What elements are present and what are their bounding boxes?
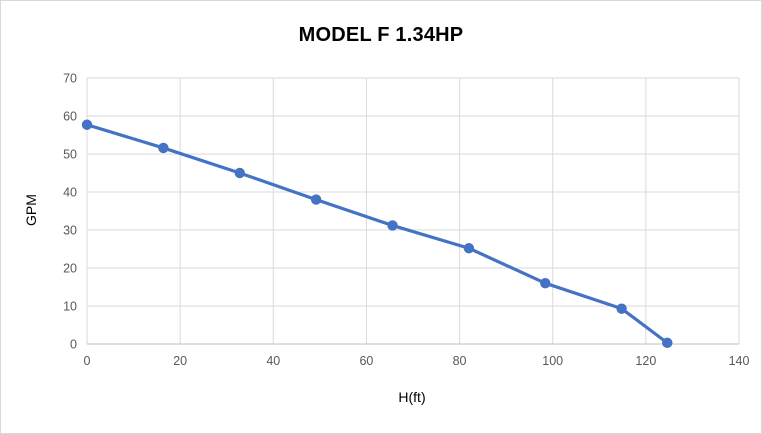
data-point-marker [463,243,475,254]
y-tick-label: 50 [63,148,77,162]
data-point-marker [234,167,245,179]
x-tick-label: 20 [173,354,187,368]
x-tick-label: 0 [84,354,91,368]
gridlines-layer [87,77,740,344]
data-point-marker [540,278,551,289]
x-tick-label: 120 [635,354,656,368]
y-tick-label: 20 [63,262,77,276]
y-tick-label: 10 [63,300,77,314]
axes-layer [86,78,739,345]
series-line [85,123,669,345]
data-point-marker [310,194,322,205]
data-point-marker [81,119,93,130]
x-tick-label: 100 [542,354,563,368]
data-series-layer [81,119,673,349]
y-tick-label: 60 [63,110,77,124]
y-tick-label: 30 [63,224,77,238]
tick-labels-layer: 0 20 40 60 80 100 120 140 0 10 20 30 40 50 60 70 [63,72,749,369]
x-tick-label: 40 [266,354,280,368]
x-axis-title: H(ft) [398,389,425,405]
y-axis-title: GPM [23,194,39,226]
x-tick-label: 60 [359,354,373,368]
data-point-marker [616,303,627,314]
y-tick-label: 40 [63,186,77,200]
y-tick-label: 0 [70,338,77,352]
y-tick-label: 70 [63,72,77,86]
data-point-marker [158,142,169,154]
data-point-marker [662,337,673,349]
data-point-marker [387,220,398,231]
chart-title: MODEL F 1.34HP [299,24,464,46]
x-tick-label: 140 [729,354,750,368]
x-tick-label: 80 [453,354,467,368]
